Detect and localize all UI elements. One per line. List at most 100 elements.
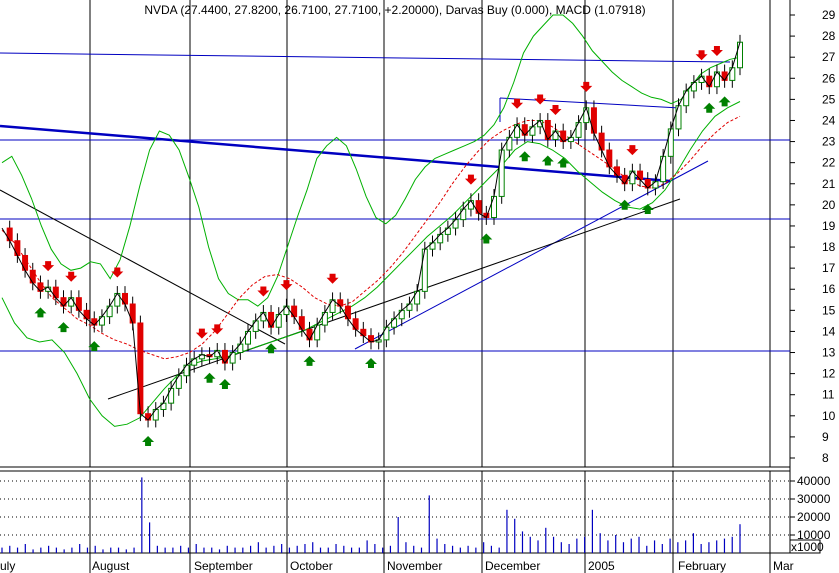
price-tick-label: 24 <box>822 113 836 127</box>
candle-up <box>583 107 590 124</box>
volume-multiplier-label: x1000 <box>791 540 824 554</box>
candle-down <box>137 322 144 415</box>
candle-up <box>460 208 467 221</box>
price-tick-label: 27 <box>822 50 836 64</box>
price-tick-label: 26 <box>822 71 836 85</box>
sell-arrow-icon <box>280 280 293 291</box>
price-tick-label: 20 <box>822 198 836 212</box>
buy-arrow-icon <box>203 372 216 383</box>
sell-arrow-icon <box>695 50 708 61</box>
darvas-box-top <box>499 97 681 109</box>
volume-bars <box>1 477 741 553</box>
candle-up <box>675 105 682 130</box>
price-tick-label: 23 <box>822 135 836 149</box>
buy-arrow-icon <box>641 203 654 214</box>
sell-arrow-icon <box>111 267 124 278</box>
candle-down <box>606 149 613 168</box>
price-tick-label: 21 <box>822 177 836 191</box>
month-label: September <box>194 559 253 573</box>
buy-arrow-icon <box>541 155 554 166</box>
month-label: February <box>678 559 726 573</box>
volume-tick-label: 20000 <box>797 510 831 524</box>
time-axis: uly August September October November Decembe… <box>0 559 794 573</box>
buy-arrow-icon <box>703 102 716 113</box>
candle-up <box>168 387 175 404</box>
candle-up <box>321 311 328 326</box>
falling-trend-line <box>0 189 286 345</box>
price-tick-label: 13 <box>822 346 836 360</box>
volume-multiplier-box <box>789 539 821 554</box>
candle-down <box>544 119 551 140</box>
sell-arrow-icon <box>65 271 78 282</box>
candle-up <box>575 122 582 138</box>
sell-arrow-icon <box>549 105 562 116</box>
candle-down <box>29 269 36 284</box>
buy-arrow-icon <box>518 151 531 162</box>
candle-up <box>421 248 428 292</box>
uptrend-line-blue <box>354 160 709 350</box>
bollinger-lower-band <box>1 101 741 427</box>
candle-up <box>660 155 667 183</box>
candle-down <box>6 227 13 242</box>
chart-title: NVDA (27.4400, 27.8200, 26.7100, 27.7100… <box>144 3 645 17</box>
signal-arrows <box>34 45 731 447</box>
sell-arrow-icon <box>195 328 208 339</box>
sell-arrow-icon <box>42 261 55 272</box>
month-label: October <box>290 559 333 573</box>
thick-downtrend-line <box>0 124 671 183</box>
sell-arrow-icon <box>580 81 593 92</box>
buy-arrow-icon <box>365 357 377 368</box>
bollinger-upper-band <box>1 14 741 307</box>
uptrend-line-black <box>107 198 681 400</box>
price-tick-label: 17 <box>822 261 836 275</box>
long-downtrend-line <box>0 52 731 63</box>
sell-arrow-icon <box>534 94 547 105</box>
price-tick-label: 28 <box>822 29 836 43</box>
price-axis: 8 9 10 11 12 13 14 15 16 17 18 19 20 21 22 23 24 25 26 27 28… <box>790 8 836 465</box>
candle-down <box>14 240 21 256</box>
candle-up <box>506 136 513 151</box>
buy-arrow-icon <box>218 379 231 390</box>
buy-arrow-icon <box>718 96 731 107</box>
price-tick-label: 22 <box>822 156 836 170</box>
price-tick-label: 29 <box>822 8 836 22</box>
candlesticks <box>6 34 743 428</box>
candle-down <box>706 75 713 88</box>
month-label: Mar <box>773 559 794 573</box>
candle-down <box>298 316 305 330</box>
candle-up <box>498 149 505 197</box>
candle-up <box>314 324 321 341</box>
buy-arrow-icon <box>618 199 631 210</box>
sell-arrow-icon <box>710 45 723 56</box>
candle-up <box>491 195 497 219</box>
price-tick-label: 11 <box>822 388 835 402</box>
candle-up <box>683 90 690 107</box>
buy-arrow-icon <box>480 233 493 244</box>
candle-down <box>22 254 29 271</box>
month-label: August <box>92 559 130 573</box>
volume-tick-label: 40000 <box>797 474 831 488</box>
buy-arrow-icon <box>557 157 570 168</box>
price-tick-label: 18 <box>822 240 836 254</box>
candle-down <box>598 132 605 151</box>
candle-down <box>590 107 597 134</box>
price-tick-label: 10 <box>822 409 836 423</box>
price-tick-label: 12 <box>822 367 836 381</box>
candle-up <box>152 408 159 421</box>
price-tick-label: 16 <box>822 282 836 296</box>
buy-arrow-icon <box>142 436 155 447</box>
buy-arrow-icon <box>303 355 316 366</box>
volume-tick-label: 10000 <box>797 528 831 542</box>
price-line <box>1 42 741 421</box>
buy-arrow-icon <box>34 307 47 318</box>
month-label: 2005 <box>588 559 615 573</box>
candle-up <box>275 314 282 328</box>
sell-arrow-icon <box>326 273 339 284</box>
month-gridlines <box>89 0 771 573</box>
sell-arrow-icon <box>257 286 270 297</box>
price-tick-label: 15 <box>822 303 836 317</box>
sell-arrow-icon <box>464 174 477 185</box>
sell-arrow-icon <box>511 98 524 109</box>
